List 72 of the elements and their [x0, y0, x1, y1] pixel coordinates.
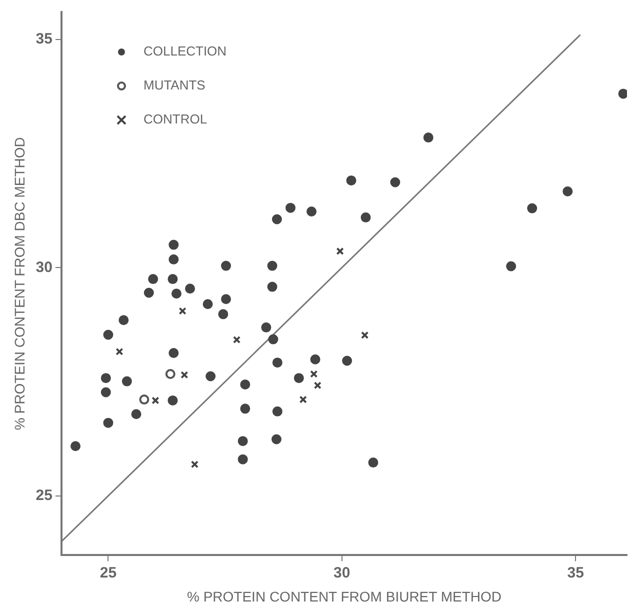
point [314, 382, 322, 390]
point [238, 454, 248, 464]
y-tick-label: 35 [36, 30, 52, 48]
point [342, 356, 352, 366]
point [368, 458, 378, 468]
point [144, 288, 154, 298]
point [506, 261, 516, 272]
x-tick-label: 25 [100, 564, 117, 582]
point [423, 132, 434, 143]
point [238, 436, 248, 446]
point [310, 370, 318, 378]
point [285, 202, 296, 213]
x-tick-label: 30 [334, 564, 350, 582]
point [148, 274, 158, 284]
point [221, 260, 231, 271]
point [267, 282, 278, 292]
y-tick-label: 25 [36, 487, 52, 504]
point [171, 288, 182, 299]
point [346, 175, 356, 186]
point [268, 334, 278, 344]
point [272, 214, 282, 224]
x-axis-title: % PROTEIN CONTENT FROM BIURET METHOD [186, 588, 502, 604]
point [221, 294, 231, 304]
point [178, 307, 186, 315]
point [131, 409, 142, 420]
point [618, 88, 627, 99]
point [267, 260, 278, 271]
point [390, 177, 400, 188]
point [190, 460, 199, 468]
x-tick-label: 35 [567, 564, 584, 582]
point [168, 254, 179, 264]
point [165, 368, 176, 379]
point [185, 284, 196, 294]
point [202, 299, 213, 310]
point [562, 186, 573, 196]
legend-label: CONTROL [143, 112, 208, 127]
point [103, 418, 114, 428]
point [271, 434, 282, 444]
point [299, 396, 307, 404]
point [360, 331, 369, 340]
y-tick-label: 30 [36, 258, 52, 276]
point [180, 371, 188, 379]
legend-label: COLLECTION [143, 44, 227, 59]
point [100, 387, 111, 398]
point [306, 206, 317, 216]
point [168, 240, 179, 250]
point [70, 441, 81, 452]
point [168, 274, 178, 284]
point [272, 358, 282, 368]
point [261, 322, 272, 332]
point [294, 373, 304, 384]
point [218, 309, 228, 320]
point [310, 354, 320, 364]
point [103, 330, 114, 340]
point [139, 394, 150, 405]
point [240, 379, 250, 390]
point [116, 348, 124, 356]
point [272, 406, 282, 416]
point [168, 348, 179, 358]
point [232, 336, 241, 344]
point [336, 247, 344, 256]
point [527, 203, 538, 214]
point [152, 396, 160, 404]
point [240, 404, 250, 414]
point [122, 376, 132, 386]
point [360, 212, 371, 222]
y-axis-title: % PROTEIN CONTENT FROM DBC METHOD [11, 137, 28, 430]
point [118, 315, 129, 326]
legend-label: MUTANTS [143, 78, 206, 93]
point [168, 395, 178, 406]
point [100, 373, 111, 384]
point [206, 371, 216, 382]
